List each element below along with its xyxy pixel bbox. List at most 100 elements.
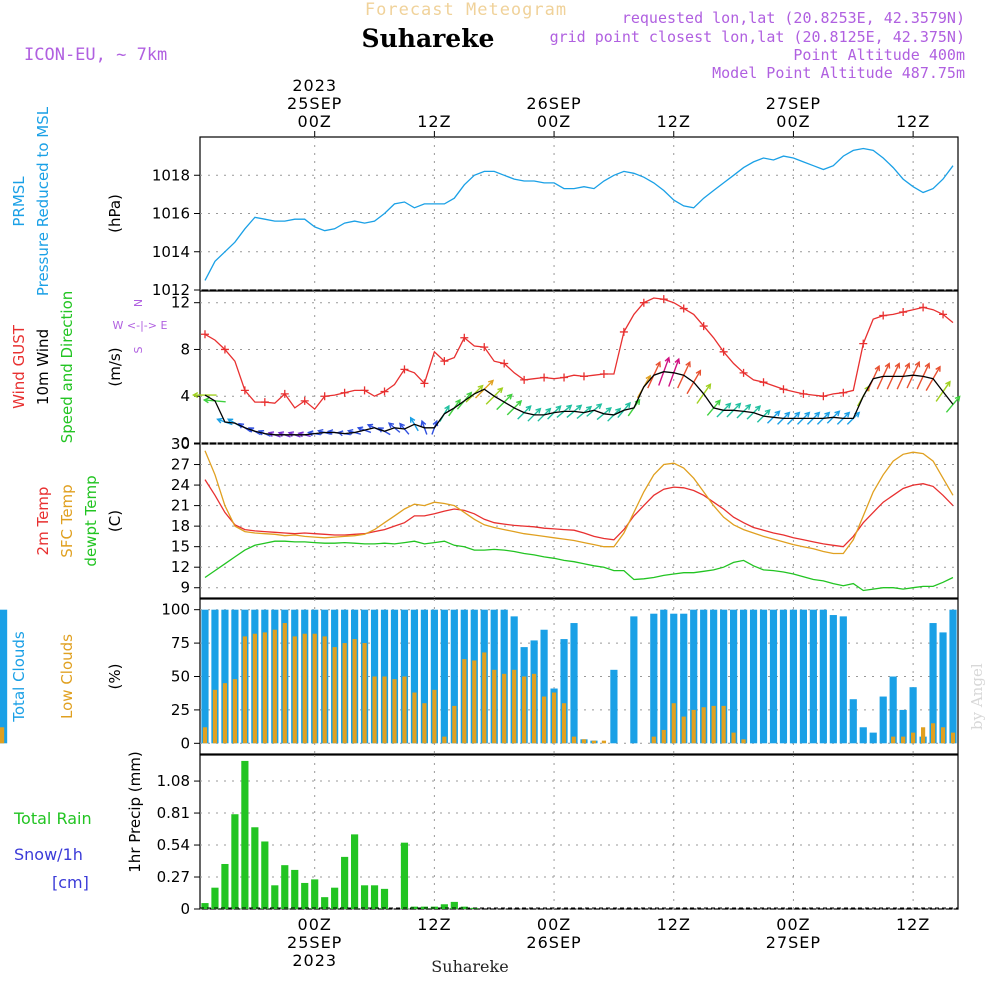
wind-arrow-head: [596, 403, 603, 410]
series-line-dewpt-temp: [204, 540, 954, 592]
bottom-time-label: 25SEP: [287, 933, 342, 952]
wind-arrow-head: [487, 379, 495, 386]
wind-arrow-head: [191, 392, 199, 399]
watermark: by Angel: [968, 663, 986, 730]
wind-arrow-head: [715, 399, 721, 406]
y-axis-title: (%): [106, 664, 124, 690]
wind-arrow-head: [535, 407, 542, 414]
y-tick-label: 18: [171, 517, 190, 535]
side-label: Speed and Direction: [58, 291, 76, 444]
bottom-time-label: 00Z: [298, 915, 332, 934]
bottom-time-label: 12Z: [657, 915, 691, 934]
gust-marker: [260, 398, 269, 407]
panel-frame: [199, 290, 959, 444]
bar-total-clouds: [450, 609, 458, 744]
gust-marker: [719, 347, 728, 356]
bar-total-rain: [211, 887, 219, 909]
bar-total-clouds: [839, 616, 847, 744]
bar-low-clouds: [362, 643, 367, 744]
series-line-2m-temp: [204, 479, 954, 548]
bar-low-clouds: [0, 727, 5, 744]
gust-marker: [599, 370, 608, 379]
top-time-label: 26SEP: [526, 94, 581, 113]
wind-arrow-head: [674, 357, 681, 365]
y-tick-label: 0.81: [157, 804, 190, 822]
bar-total-clouds: [909, 687, 917, 744]
bar-total-clouds: [849, 699, 857, 744]
wind-arrow-head: [924, 362, 931, 369]
y-tick-label: 21: [171, 497, 190, 515]
top-time-label: 12Z: [417, 112, 451, 131]
bar-total-clouds: [680, 613, 688, 744]
bar-total-rain: [311, 879, 319, 909]
bar-total-rain: [231, 814, 239, 909]
wind-arrow-head: [755, 405, 762, 412]
wind-arrow-head: [387, 422, 395, 429]
bar-total-clouds: [201, 609, 209, 744]
bar-low-clouds: [502, 673, 507, 744]
y-tick-label: 1018: [152, 166, 190, 184]
bar-low-clouds: [232, 679, 238, 744]
bar-total-clouds: [570, 623, 578, 744]
y-axis-title: 1hr Precip (mm): [126, 751, 144, 872]
wind-arrow-head: [655, 360, 661, 368]
y-tick-label: 0.27: [157, 868, 190, 886]
grid-point-coords: grid point closest lon,lat (20.8125E, 42…: [550, 28, 965, 46]
bar-total-rain: [321, 897, 329, 909]
panel-1: 1012 1014 1016 1018 (hPa) PRMSL Pressure Reduc…: [10, 106, 959, 299]
bar-low-clouds: [242, 636, 247, 744]
gust-marker: [480, 343, 489, 352]
wind-arrow-head: [477, 384, 484, 391]
y-tick-label: 12: [171, 294, 190, 312]
y-axis-title: (hPa): [106, 194, 124, 233]
wind-arrow-head: [745, 403, 752, 410]
bar-total-rain: [460, 906, 468, 909]
y-tick-label: 25: [171, 701, 190, 719]
bar-low-clouds: [392, 679, 397, 744]
bar-low-clouds: [472, 660, 477, 744]
bar-low-clouds: [721, 705, 726, 744]
bar-total-rain: [241, 760, 249, 909]
bar-total-clouds: [540, 629, 548, 744]
bar-low-clouds: [901, 736, 906, 744]
wind-arrow-head: [516, 399, 523, 406]
bar-total-rain: [261, 841, 269, 909]
wind-arrow-head: [455, 398, 461, 405]
bar-low-clouds: [691, 709, 696, 744]
bar-total-clouds: [211, 609, 219, 744]
gust-marker: [739, 368, 748, 377]
wind-arrow-head: [326, 429, 334, 436]
bar-total-rain: [400, 842, 409, 909]
bar-total-rain: [221, 863, 229, 909]
panel-4: 0 25 50 75 100 (%) Total Clouds Low Clouds: [0, 598, 959, 755]
gust-marker: [779, 385, 788, 394]
top-time-label: 25SEP: [287, 94, 342, 113]
bar-low-clouds: [212, 689, 218, 744]
gust-marker: [320, 392, 329, 401]
y-tick-label: 15: [171, 538, 190, 556]
gust-marker: [659, 295, 668, 304]
series-line-prmsl: [204, 147, 954, 281]
bar-total-rain: [291, 869, 299, 909]
gust-marker: [400, 365, 409, 374]
gust-marker: [560, 373, 569, 382]
bar-low-clouds: [661, 729, 666, 744]
wind-arrow-head: [257, 429, 265, 436]
wind-arrow-head: [247, 427, 255, 433]
wind-arrow-head: [420, 419, 427, 427]
bar-low-clouds: [911, 732, 916, 744]
bottom-time-label: 00Z: [776, 915, 810, 934]
bar-low-clouds: [541, 696, 547, 744]
gust-marker: [859, 339, 868, 348]
gust-marker: [300, 396, 309, 405]
side-label: 10m Wind: [34, 329, 52, 405]
gust-marker: [200, 330, 209, 339]
bar-total-clouds: [819, 609, 827, 744]
wind-arrow-head: [399, 422, 405, 429]
wind-arrow-head: [525, 405, 532, 412]
wind-arrow-head: [497, 387, 504, 394]
bar-low-clouds: [711, 705, 716, 744]
bar-total-rain: [370, 885, 379, 909]
bar-low-clouds: [262, 632, 267, 744]
